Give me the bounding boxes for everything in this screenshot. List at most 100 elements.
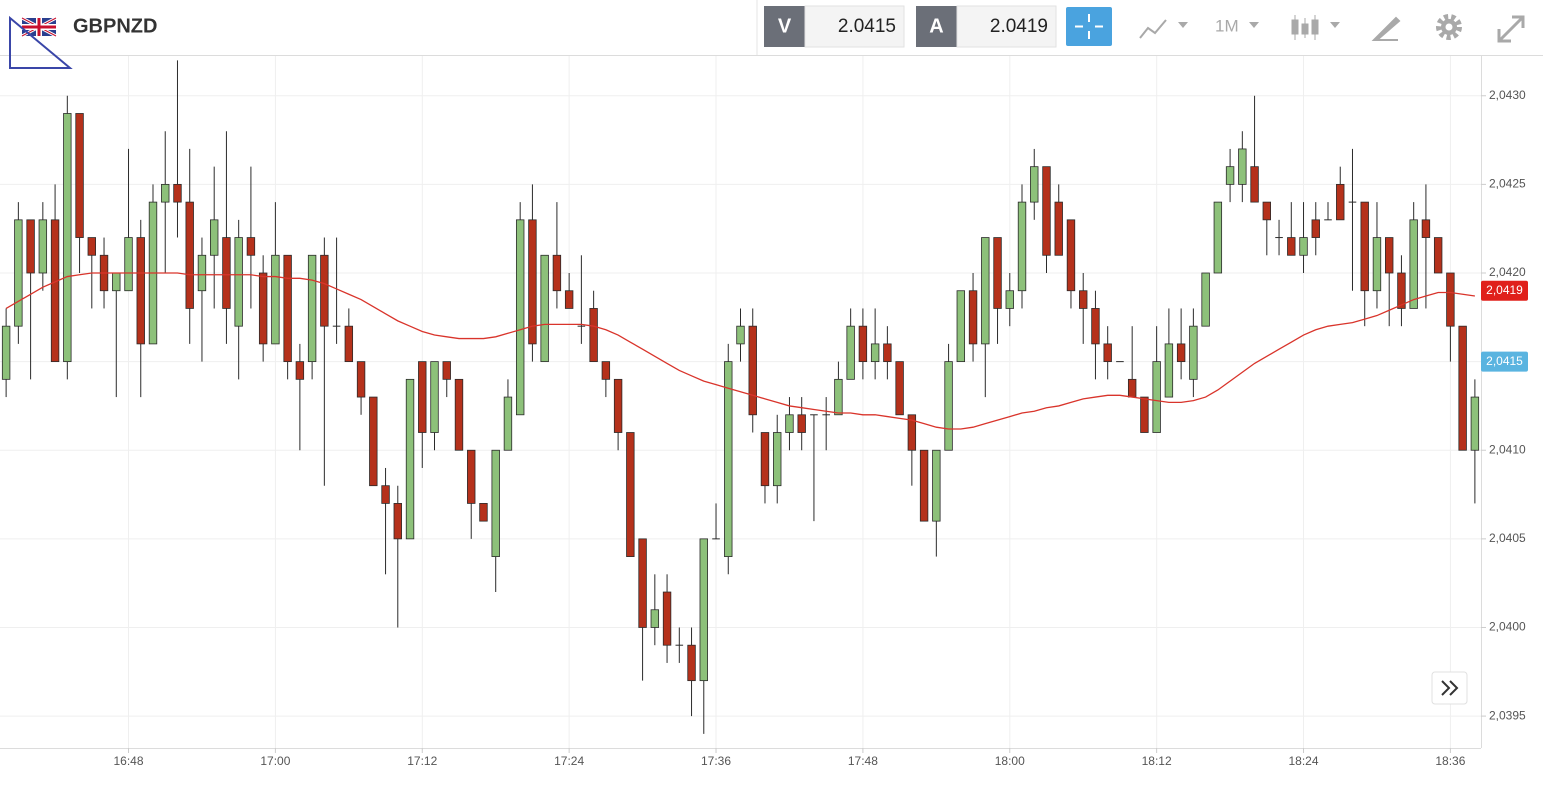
candle-body	[870, 343, 880, 363]
candle-body	[1091, 308, 1100, 345]
x-tick-label: 17:36	[701, 754, 731, 768]
candle-body	[1127, 378, 1137, 398]
candle-body	[1164, 343, 1174, 398]
x-tick-label: 17:24	[554, 754, 584, 768]
candle-body	[883, 343, 892, 363]
x-tick-label: 17:12	[407, 754, 437, 768]
candle-body	[173, 183, 182, 203]
candle-body	[344, 325, 354, 363]
price-tag	[1481, 280, 1528, 301]
timeframe-button[interactable]: 1M	[1215, 16, 1239, 35]
candle-body	[209, 219, 219, 256]
candle-body	[1140, 396, 1149, 433]
candle-body	[1176, 343, 1186, 363]
candle-body	[662, 591, 672, 646]
candle-body	[246, 237, 256, 256]
candle-body	[1079, 290, 1088, 309]
symbol-title: GBPNZD	[73, 15, 157, 37]
candle-body	[981, 237, 990, 345]
candle-body	[1372, 237, 1382, 292]
candle-body	[907, 414, 917, 451]
candle-body	[1201, 272, 1210, 327]
candle-body	[1262, 201, 1272, 221]
candle-body	[626, 432, 635, 557]
candle-body	[1250, 166, 1259, 203]
candle-body	[1397, 272, 1406, 309]
ask-box[interactable]	[956, 5, 1057, 48]
candle-body	[1336, 183, 1345, 221]
candle-body	[38, 219, 48, 274]
y-tick-label: 2,0400	[1489, 620, 1526, 634]
candle-body	[63, 113, 72, 363]
ask-price: 2.0419	[990, 16, 1048, 37]
x-tick-label: 18:36	[1435, 754, 1465, 768]
candle-body	[613, 378, 623, 433]
candle-body	[1385, 237, 1394, 274]
y-tick-label: 2,0410	[1489, 442, 1526, 456]
candle-body	[736, 325, 745, 345]
candle-body	[1189, 325, 1198, 380]
candle-body	[320, 254, 329, 327]
candle-body	[1433, 237, 1443, 274]
settings-button[interactable]	[1436, 14, 1462, 40]
candle-body	[185, 201, 194, 309]
candle-body	[442, 361, 451, 380]
candle-body	[124, 237, 133, 292]
price-tag	[1481, 351, 1528, 372]
candle-body	[503, 396, 513, 451]
candle-body	[161, 183, 170, 203]
candle-body	[1042, 166, 1051, 256]
candle-body	[760, 432, 770, 487]
candle-body	[1409, 219, 1418, 309]
candle-style-button[interactable]	[1291, 15, 1340, 40]
candle-body	[1005, 290, 1014, 309]
fullscreen-button[interactable]	[1497, 15, 1525, 43]
candle-body	[1299, 237, 1308, 256]
candle-body	[1103, 343, 1112, 363]
timeframe-caret	[1249, 22, 1259, 28]
bid-label-box[interactable]	[764, 6, 805, 47]
candle-body	[271, 254, 280, 345]
candle-body	[1, 325, 11, 380]
ask-label-box[interactable]	[916, 6, 957, 47]
x-tick-label: 18:00	[995, 754, 1025, 768]
candle-body	[356, 361, 366, 398]
candle-body	[1017, 201, 1027, 292]
candle-body	[515, 219, 525, 416]
candle-body	[564, 290, 574, 309]
candle-body	[491, 449, 500, 557]
candle-body	[650, 609, 660, 628]
candle-body	[1311, 219, 1320, 238]
candle-body	[638, 538, 647, 628]
scroll-right-button[interactable]	[1431, 671, 1468, 705]
plot-area	[0, 55, 1481, 748]
candle-body	[26, 219, 35, 274]
candle-body	[724, 361, 733, 557]
y-tick-label: 2,0430	[1489, 88, 1526, 102]
candle-body	[430, 361, 439, 433]
candle-body	[136, 237, 145, 345]
candle-body	[589, 308, 598, 363]
crosshair-button[interactable]	[1066, 7, 1112, 46]
candle-body	[858, 325, 868, 363]
drawing-triangle	[9, 15, 73, 69]
chart-type-button[interactable]	[1139, 19, 1188, 39]
candle-body	[1360, 201, 1369, 292]
x-tick-label: 16:48	[114, 754, 144, 768]
y-tick-label: 2,0420	[1489, 265, 1526, 279]
candle-body	[258, 272, 268, 345]
candle-body	[748, 325, 757, 416]
candle-body	[381, 485, 390, 504]
candle-body	[1225, 166, 1235, 185]
candle-body	[234, 237, 243, 327]
candle-body	[785, 414, 794, 433]
candle-body	[14, 219, 23, 327]
x-tick-label: 17:48	[848, 754, 878, 768]
bid-box[interactable]	[804, 5, 905, 48]
candle-body	[834, 378, 843, 416]
draw-tool-button[interactable]	[1371, 16, 1401, 41]
price-tag-label: 2,0415	[1486, 354, 1523, 368]
candle-body	[1470, 396, 1480, 451]
candle-body	[222, 237, 231, 309]
candle-body	[540, 254, 549, 363]
